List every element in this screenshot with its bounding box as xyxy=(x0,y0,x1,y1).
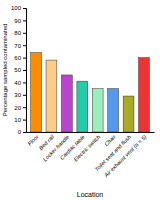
y-tick-label: 70 xyxy=(14,43,21,49)
x-tick-label: Floor xyxy=(27,133,41,147)
y-tick-mark xyxy=(23,45,26,46)
y-tick-label: 10 xyxy=(14,117,21,123)
x-tick-label: Electric switch xyxy=(72,134,101,163)
y-tick-mark xyxy=(23,58,26,59)
y-tick-mark xyxy=(23,82,26,83)
y-tick-mark xyxy=(23,95,26,96)
x-axis: FloorBed railLocker handleCardiac tableE… xyxy=(27,133,155,179)
y-tick-label: 90 xyxy=(14,18,21,24)
bar xyxy=(123,96,134,132)
y-tick-mark xyxy=(23,132,26,133)
chart-container: 0 10 20 30 40 50 60 70 80 90 100 FloorBed railLocke… xyxy=(0,0,160,200)
bar xyxy=(108,89,119,132)
y-axis-title: Percentage sampled contaminated xyxy=(2,24,8,117)
y-tick-mark xyxy=(23,107,26,108)
y-tick-label: 80 xyxy=(14,30,21,36)
x-axis-line xyxy=(27,132,155,133)
x-tick: Electric switch xyxy=(72,134,101,163)
y-tick-mark xyxy=(23,20,26,21)
x-tick: Floor xyxy=(27,133,41,147)
y-axis-line xyxy=(23,9,27,133)
y-tick-mark xyxy=(23,33,26,34)
chart: 0 10 20 30 40 50 60 70 80 90 100 FloorBed railLocke… xyxy=(0,0,160,200)
y-tick-label: 20 xyxy=(14,105,21,111)
x-tick: Air exhaust vent (n = 5) xyxy=(102,134,147,179)
y-tick-label: 60 xyxy=(14,55,21,61)
y-tick: 100 xyxy=(11,5,26,11)
y-tick-mark xyxy=(23,8,26,9)
bar xyxy=(77,81,88,132)
y-tick: 20 xyxy=(14,105,26,111)
y-tick: 80 xyxy=(14,30,26,36)
y-tick: 90 xyxy=(14,18,26,24)
bar xyxy=(46,60,57,132)
y-tick-label: 50 xyxy=(14,67,21,73)
bar xyxy=(31,53,42,132)
bar xyxy=(139,58,150,132)
x-tick-label: Air exhaust vent (n = 5) xyxy=(102,134,147,179)
x-axis-title: Location xyxy=(77,191,104,198)
y-tick-label: 0 xyxy=(18,129,22,135)
bar xyxy=(61,75,72,132)
y-tick: 10 xyxy=(14,117,26,123)
plot: 0 10 20 30 40 50 60 70 80 90 100 FloorBed railLocke… xyxy=(11,5,155,179)
bar xyxy=(92,89,103,132)
y-tick-mark xyxy=(23,70,26,71)
y-tick-label: 30 xyxy=(14,92,21,98)
bars xyxy=(31,53,150,132)
y-tick-mark xyxy=(23,120,26,121)
y-tick: 0 xyxy=(18,129,26,135)
y-tick: 30 xyxy=(14,92,26,98)
y-tick: 40 xyxy=(14,80,26,86)
y-tick: 50 xyxy=(14,67,26,73)
y-axis: 0 10 20 30 40 50 60 70 80 90 100 xyxy=(11,5,27,135)
y-tick-label: 40 xyxy=(14,80,21,86)
y-tick-label: 100 xyxy=(11,5,22,11)
y-tick: 60 xyxy=(14,55,26,61)
y-tick: 70 xyxy=(14,43,26,49)
